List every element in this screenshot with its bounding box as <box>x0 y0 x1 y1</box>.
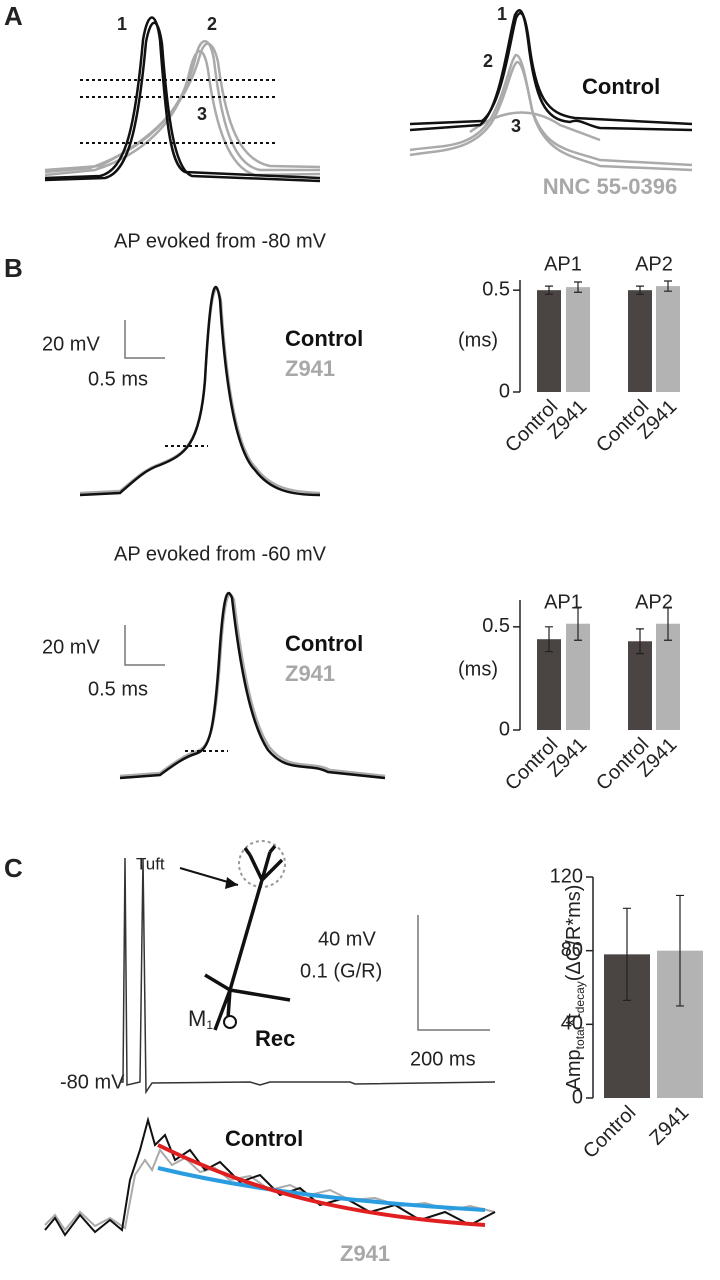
y-label-part: total <box>573 1027 587 1050</box>
trace-number: 2 <box>483 51 493 71</box>
trace-number: 1 <box>117 14 127 34</box>
panel-label: B <box>4 253 23 283</box>
vm-label: -80 mV <box>60 1071 125 1093</box>
panel-label: C <box>4 853 23 883</box>
trace-number: 3 <box>511 116 521 136</box>
y-tick-label: 0 <box>572 1086 583 1108</box>
y-label-part: (ΔG/R*ms) <box>563 885 585 982</box>
legend-control: Control <box>225 1126 303 1151</box>
scale-label: 200 ms <box>410 1048 476 1070</box>
y-tick-label: 0.5 <box>482 615 510 637</box>
error-bar <box>664 280 672 292</box>
bar <box>628 290 652 392</box>
scale-label: 0.1 (G/R) <box>300 960 382 982</box>
group-label: AP2 <box>635 253 673 275</box>
legend-control: Control <box>285 631 363 656</box>
group-label: AP2 <box>635 591 673 613</box>
y-axis-label: Amptotal*tdecay(ΔG/R*ms) <box>563 885 587 1091</box>
bar <box>566 287 590 392</box>
error-bar <box>636 285 644 295</box>
error-bar <box>636 628 644 655</box>
error-bar <box>545 285 553 295</box>
error-bar <box>664 606 672 641</box>
error-bar <box>545 626 553 653</box>
legend-drug: Z941 <box>285 661 335 686</box>
row-title: AP evoked from -80 mV <box>114 230 327 252</box>
tuft-label: Tuft <box>136 854 165 873</box>
traces-b-top <box>79 285 321 497</box>
scale-label: 20 mV <box>42 636 100 658</box>
trace-number: 3 <box>197 104 207 124</box>
bar <box>656 623 680 730</box>
bar <box>537 290 561 392</box>
x-tick-label: Z941 <box>645 1102 693 1150</box>
legend-control: Control <box>582 74 660 99</box>
rec-label: Rec <box>255 1026 295 1051</box>
trace-number: 1 <box>497 4 507 24</box>
y-tick-label: 0 <box>499 380 510 402</box>
y-label-part: decay <box>573 981 587 1013</box>
legend-drug: Z941 <box>340 1241 390 1266</box>
y-axis-label: (ms) <box>458 329 498 351</box>
y-tick-label: 80 <box>561 939 583 961</box>
legend-drug: Z941 <box>285 356 335 381</box>
legend-control: Control <box>285 326 363 351</box>
scale-label: 0.5 ms <box>88 678 148 700</box>
traces-a-right <box>409 9 693 172</box>
m-subscript: 1 <box>206 1018 213 1032</box>
vm-trace <box>120 857 496 1095</box>
x-tick-label: Control <box>579 1102 640 1163</box>
bar <box>537 639 561 730</box>
error-bar <box>623 907 631 1001</box>
scale-label: 0.5 ms <box>88 368 148 390</box>
traces-b-bottom <box>119 591 386 780</box>
bar <box>566 623 590 730</box>
trace-number: 2 <box>207 14 217 34</box>
error-bar <box>676 894 684 1007</box>
calcium-traces <box>44 1116 496 1237</box>
y-tick-label: 0.5 <box>482 278 510 300</box>
y-tick-label: 0 <box>499 718 510 740</box>
y-label-part: Amp <box>563 1049 585 1090</box>
legend-drug: NNC 55-0396 <box>543 174 678 199</box>
neuron <box>179 840 291 1031</box>
y-tick-label: 40 <box>561 1013 583 1035</box>
error-bar <box>574 606 582 641</box>
panel-label: A <box>4 1 23 31</box>
y-axis-label: (ms) <box>458 658 498 680</box>
traces-a-left <box>44 16 321 183</box>
group-label: AP1 <box>544 253 582 275</box>
bar <box>628 641 652 730</box>
y-label-part: *t <box>563 1013 585 1027</box>
m-label: M1 <box>188 1006 213 1032</box>
bar <box>656 286 680 392</box>
m-text: M <box>188 1006 206 1031</box>
group-label: AP1 <box>544 591 582 613</box>
scale-label: 40 mV <box>318 928 376 950</box>
error-bar <box>574 281 582 293</box>
y-tick-label: 120 <box>550 865 583 887</box>
scale-label: 20 mV <box>42 333 100 355</box>
row-title: AP evoked from -60 mV <box>114 543 327 565</box>
scale-bar <box>417 915 490 1031</box>
